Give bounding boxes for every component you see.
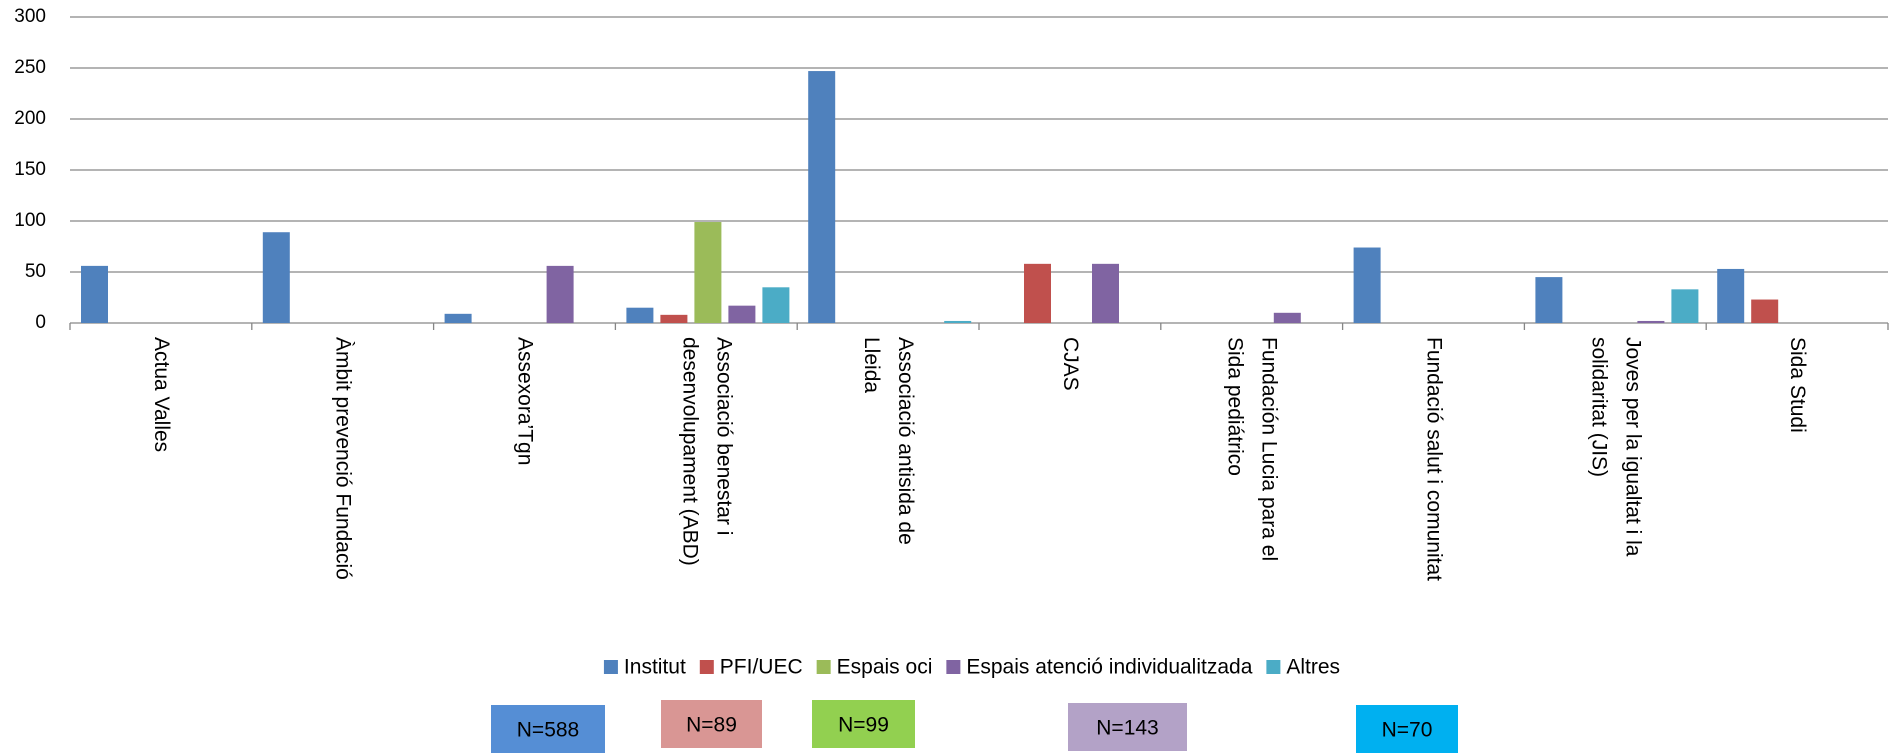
bar bbox=[944, 320, 972, 323]
bar bbox=[626, 307, 654, 323]
annotation: N=70 bbox=[1382, 719, 1433, 742]
bar bbox=[1024, 263, 1051, 323]
bar bbox=[1637, 320, 1665, 323]
bar bbox=[1092, 263, 1119, 323]
legend-label: Altres bbox=[1286, 656, 1340, 679]
bar bbox=[262, 232, 290, 323]
legend-swatch bbox=[699, 660, 714, 674]
annotation-box bbox=[491, 705, 605, 753]
bar bbox=[1717, 268, 1745, 323]
annotation: N=99 bbox=[838, 714, 889, 737]
y-tick-label: 50 bbox=[25, 261, 46, 282]
bar bbox=[81, 265, 108, 323]
legend-label: PFI/UEC bbox=[720, 656, 803, 679]
bar bbox=[762, 287, 790, 323]
annotation: N=143 bbox=[1096, 717, 1158, 740]
x-tick-label: Sida Studi bbox=[1787, 337, 1810, 433]
x-tick-label: Joves per la igualtat i la solidaritat (… bbox=[1588, 337, 1645, 562]
annotation: N=89 bbox=[686, 714, 737, 737]
annotation-box bbox=[661, 700, 762, 748]
bar bbox=[1353, 247, 1381, 323]
y-tick-label: 150 bbox=[14, 159, 46, 180]
annotation-box bbox=[812, 700, 915, 748]
bar bbox=[694, 222, 722, 323]
x-tick-label: CJAS bbox=[1059, 337, 1082, 391]
annotation: N=588 bbox=[517, 719, 579, 742]
y-tick-label: 300 bbox=[14, 6, 46, 27]
y-tick-label: 100 bbox=[14, 210, 46, 231]
y-tick-label: 250 bbox=[14, 57, 46, 78]
legend-swatch bbox=[603, 660, 618, 674]
bar bbox=[1273, 312, 1301, 323]
x-tick-label: Fundació salut i comunitat bbox=[1423, 337, 1446, 581]
bar bbox=[728, 305, 756, 323]
legend-label: Institut bbox=[624, 656, 686, 679]
bar bbox=[1535, 277, 1563, 323]
x-tick-label: Àmbit prevenció Fundació bbox=[332, 337, 355, 580]
annotation-box bbox=[1068, 703, 1187, 751]
legend-label: Espais atenció individualitzada bbox=[966, 656, 1252, 679]
bar bbox=[546, 265, 574, 323]
y-tick-label: 200 bbox=[14, 108, 46, 129]
bar bbox=[808, 71, 836, 323]
x-tick-label: Actua Valles bbox=[150, 337, 173, 452]
legend-swatch bbox=[1266, 660, 1281, 674]
legend-label: Espais oci bbox=[837, 656, 933, 679]
legend-swatch bbox=[816, 660, 831, 674]
bar bbox=[444, 313, 472, 323]
bar bbox=[1751, 299, 1779, 323]
y-tick-label: 0 bbox=[35, 312, 46, 333]
legend-swatch bbox=[946, 660, 961, 674]
x-tick-label: Associació benestar i desenvolupament (A… bbox=[679, 337, 736, 566]
x-tick-label: Fundación Lucia para el Sida pediátrico bbox=[1224, 337, 1281, 567]
x-tick-label: Assexora’Tgn bbox=[514, 337, 537, 465]
bar bbox=[1671, 289, 1699, 323]
bar bbox=[660, 314, 688, 323]
x-tick-label: Associació antisida de Lleida bbox=[861, 337, 918, 551]
annotation-box bbox=[1356, 705, 1458, 753]
legend: Institut PFI/UEC Espais oci Espais atenció … bbox=[603, 656, 1340, 679]
